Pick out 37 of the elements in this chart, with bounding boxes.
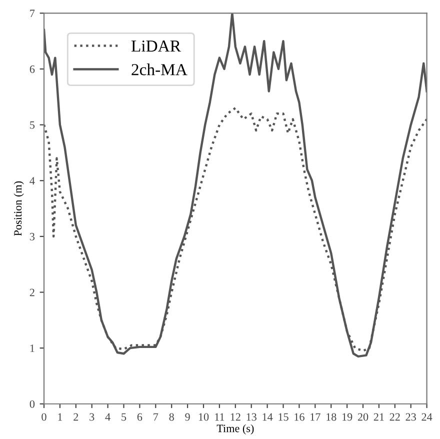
x-tick-label: 11 [215,413,224,421]
y-tick-label: 6 [30,65,35,73]
x-tick-label: 12 [230,413,240,421]
x-tick-label: 3 [90,413,94,421]
y-tick-label: 7 [30,10,35,18]
x-tick-label: 21 [374,413,384,421]
x-tick-label: 10 [198,413,209,421]
x-tick-label: 4 [105,413,110,421]
x-tick-label: 14 [262,413,273,421]
x-tick-label: 15 [278,413,288,421]
x-tick-label: 18 [326,413,336,421]
x-tick-label: 16 [294,413,304,421]
legend-label: 2ch-MA [132,64,188,76]
x-tick-label: 17 [310,413,320,421]
x-tick-label: 23 [406,413,416,421]
x-tick-label: 20 [358,413,368,421]
x-tick-label: 13 [246,413,256,421]
y-tick-label: 1 [30,344,34,352]
y-axis-title: Position (m) [14,181,24,236]
x-tick-label: 9 [185,413,190,421]
y-tick-label: 5 [30,121,35,129]
x-tick-label: 6 [137,413,142,421]
x-tick-label: 24 [422,413,432,421]
x-tick-label: 5 [122,413,126,421]
x-tick-label: 1 [58,413,62,421]
x-tick-label: 2 [74,413,78,421]
y-tick-label: 3 [30,232,35,240]
y-tick-label: 0 [30,400,35,408]
y-tick-label: 2 [30,288,34,296]
x-tick-label: 7 [154,413,158,421]
x-tick-label: 22 [390,413,400,421]
x-axis-title: Time (s) [216,424,254,434]
x-tick-label: 0 [42,413,46,421]
y-tick-label: 4 [30,177,35,184]
x-tick-label: 8 [169,413,174,421]
legend-label: LiDAR [131,40,181,52]
x-tick-label: 19 [342,413,352,421]
